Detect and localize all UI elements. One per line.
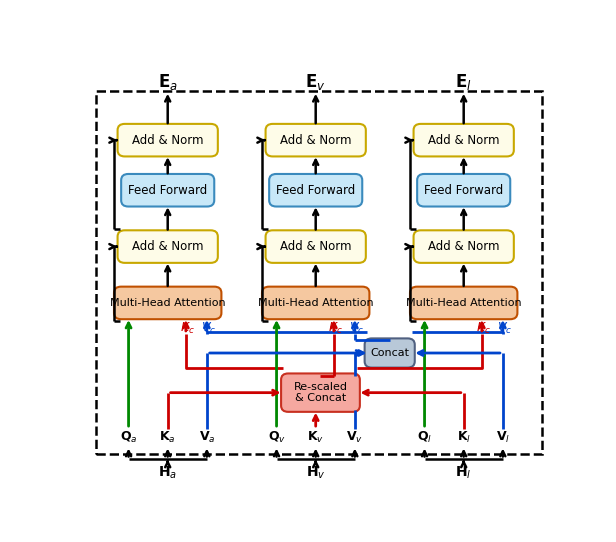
Text: $\mathbf{H}_v$: $\mathbf{H}_v$: [306, 465, 325, 481]
FancyBboxPatch shape: [118, 230, 218, 263]
Text: Add & Norm: Add & Norm: [280, 134, 352, 147]
Text: $\mathbf{E}_v$: $\mathbf{E}_v$: [306, 72, 326, 92]
Text: $\mathbf{K}_v$: $\mathbf{K}_v$: [307, 430, 324, 445]
Text: Feed Forward: Feed Forward: [276, 184, 355, 197]
Text: Multi-Head Attention: Multi-Head Attention: [258, 298, 373, 308]
FancyBboxPatch shape: [417, 174, 510, 207]
Text: $\mathbf{Q}_v$: $\mathbf{Q}_v$: [267, 430, 286, 445]
Text: Add & Norm: Add & Norm: [280, 240, 352, 253]
FancyBboxPatch shape: [121, 174, 214, 207]
Text: $\mathbf{V}_v$: $\mathbf{V}_v$: [346, 430, 363, 445]
FancyBboxPatch shape: [281, 373, 360, 412]
FancyBboxPatch shape: [114, 287, 221, 319]
Text: $\mathit{K}_c$: $\mathit{K}_c$: [476, 320, 491, 335]
Text: Feed Forward: Feed Forward: [128, 184, 208, 197]
FancyBboxPatch shape: [269, 174, 362, 207]
Text: $\mathit{V}_c$: $\mathit{V}_c$: [201, 320, 216, 335]
Text: $\mathit{K}_c$: $\mathit{K}_c$: [180, 320, 195, 335]
FancyBboxPatch shape: [265, 124, 366, 157]
Text: $\mathbf{E}_a$: $\mathbf{E}_a$: [158, 72, 177, 92]
Text: Multi-Head Attention: Multi-Head Attention: [110, 298, 225, 308]
FancyBboxPatch shape: [265, 230, 366, 263]
Text: Concat: Concat: [370, 348, 409, 358]
Text: Add & Norm: Add & Norm: [428, 240, 500, 253]
Text: $\mathit{K}_c$: $\mathit{K}_c$: [328, 320, 343, 335]
Text: Add & Norm: Add & Norm: [428, 134, 500, 147]
Text: $\mathit{V}_c$: $\mathit{V}_c$: [497, 320, 513, 335]
Text: Add & Norm: Add & Norm: [132, 134, 203, 147]
FancyBboxPatch shape: [118, 124, 218, 157]
Text: $\mathbf{Q}_l$: $\mathbf{Q}_l$: [417, 430, 432, 445]
Text: $\mathbf{H}_a$: $\mathbf{H}_a$: [158, 465, 177, 481]
FancyBboxPatch shape: [365, 338, 415, 367]
Text: Feed Forward: Feed Forward: [424, 184, 503, 197]
FancyBboxPatch shape: [413, 124, 514, 157]
Text: Re-scaled
& Concat: Re-scaled & Concat: [293, 382, 347, 403]
FancyBboxPatch shape: [262, 287, 370, 319]
Text: $\mathbf{Q}_a$: $\mathbf{Q}_a$: [120, 430, 137, 445]
Text: $\mathit{V}_c$: $\mathit{V}_c$: [349, 320, 365, 335]
FancyBboxPatch shape: [413, 230, 514, 263]
Text: $\mathbf{K}_l$: $\mathbf{K}_l$: [456, 430, 471, 445]
Text: Multi-Head Attention: Multi-Head Attention: [406, 298, 522, 308]
Text: $\mathbf{V}_l$: $\mathbf{V}_l$: [496, 430, 510, 445]
Text: $\mathbf{K}_a$: $\mathbf{K}_a$: [160, 430, 176, 445]
Text: $\mathbf{E}_l$: $\mathbf{E}_l$: [455, 72, 472, 92]
Text: $\mathbf{V}_a$: $\mathbf{V}_a$: [198, 430, 215, 445]
FancyBboxPatch shape: [410, 287, 517, 319]
Text: Add & Norm: Add & Norm: [132, 240, 203, 253]
Text: $\mathbf{H}_l$: $\mathbf{H}_l$: [455, 465, 472, 481]
